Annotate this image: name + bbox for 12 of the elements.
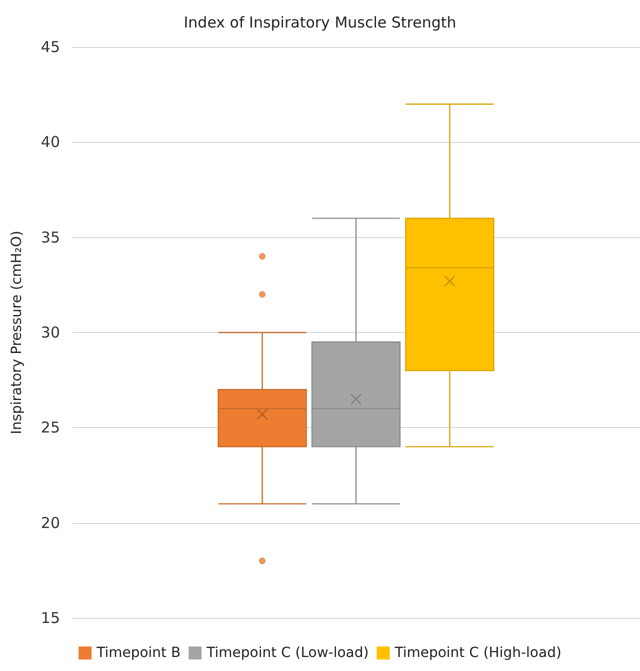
y-axis-title: Inspiratory Pressure (cmH₂O) (9, 230, 25, 434)
chart-title: Index of Inspiratory Muscle Strength (184, 14, 456, 32)
legend-label: Timepoint C (High-load) (394, 645, 562, 661)
y-tick-label: 25 (40, 418, 60, 437)
legend-label: Timepoint B (96, 645, 181, 661)
y-tick-label: 30 (40, 324, 60, 342)
legend-label: Timepoint C (Low-load) (206, 645, 369, 661)
y-tick-label: 15 (40, 609, 60, 627)
y-tick-label: 20 (40, 514, 60, 532)
y-tick-label: 45 (40, 38, 60, 56)
y-tick-label: 35 (40, 228, 60, 246)
y-tick-label: 40 (40, 133, 60, 152)
